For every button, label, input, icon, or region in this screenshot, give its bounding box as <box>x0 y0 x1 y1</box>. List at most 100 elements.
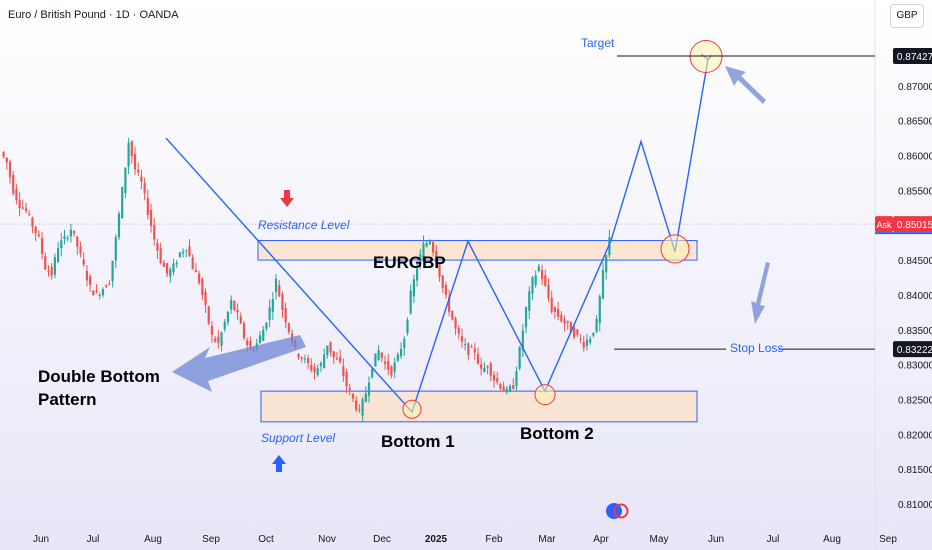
candle-body <box>524 307 528 328</box>
x-tick-label: Oct <box>258 534 274 545</box>
candle-body <box>69 229 73 237</box>
candle-body <box>534 275 537 285</box>
candle-body <box>422 243 425 261</box>
candle-body <box>79 246 82 254</box>
candle-body <box>393 362 396 372</box>
candle-body <box>579 338 582 340</box>
y-tick-label: 0.81500 <box>898 465 932 476</box>
candle-body <box>223 321 226 330</box>
x-tick-label: May <box>650 534 669 545</box>
bottom-2-label: Bottom 2 <box>520 424 594 443</box>
candle-body <box>512 385 515 390</box>
current-price-tag: 0.85015 <box>897 220 932 231</box>
candle-body <box>137 169 140 173</box>
x-tick-label: Nov <box>318 534 336 545</box>
double-bottom-zigzag <box>165 59 709 414</box>
candle-body <box>435 250 438 264</box>
candle-body <box>47 270 50 272</box>
candle-body <box>585 339 589 346</box>
candle-body <box>598 296 601 324</box>
candle-body <box>367 382 371 396</box>
candle-body <box>111 260 114 282</box>
candle-body <box>92 290 95 296</box>
candle-body <box>297 354 300 358</box>
candle-body <box>332 351 335 358</box>
candle-body <box>496 378 499 382</box>
candle-body <box>569 322 573 333</box>
candle-body <box>162 262 165 267</box>
candle-body <box>518 347 521 369</box>
candle-body <box>342 366 345 377</box>
candle-body <box>441 275 444 288</box>
y-tick-label: 0.82000 <box>898 430 932 441</box>
bottom-1-label: Bottom 1 <box>381 432 455 451</box>
candle-body <box>358 409 361 411</box>
candle-body <box>159 248 162 263</box>
symbol-title[interactable]: Euro / British Pound · 1D · OANDA <box>8 9 179 21</box>
candle-body <box>66 237 69 239</box>
candle-body <box>345 372 348 387</box>
candle-body <box>502 386 505 391</box>
candle-body <box>146 197 149 215</box>
y-tick-label: 0.83500 <box>898 326 932 337</box>
candle-body <box>239 316 242 324</box>
candle-body <box>73 230 76 234</box>
eurgbp-label: EURGBP <box>373 253 446 272</box>
candle-body <box>246 340 249 345</box>
candle-body <box>95 291 98 293</box>
candle-body <box>406 320 409 333</box>
candle-body <box>595 318 598 332</box>
candle-body <box>230 299 233 310</box>
candle-body <box>89 276 92 285</box>
candle-body <box>307 357 310 364</box>
candle-body <box>127 142 130 167</box>
candle-body <box>537 266 540 271</box>
candle-body <box>547 284 550 299</box>
candle-body <box>310 364 313 371</box>
candle-body <box>351 393 355 399</box>
candle-body <box>108 283 111 285</box>
candle-body <box>515 371 518 387</box>
bottom1-circle <box>402 399 422 419</box>
candle-body <box>21 207 24 209</box>
candle-body <box>210 325 214 335</box>
candle-body <box>563 319 566 324</box>
candle-body <box>390 366 393 376</box>
candle-body <box>483 367 486 372</box>
candle-body <box>18 200 21 209</box>
candle-body <box>130 141 133 157</box>
candle-body <box>319 363 323 366</box>
target-label: Target <box>581 36 615 50</box>
candle-body <box>355 400 358 410</box>
candle-body <box>313 367 316 373</box>
candle-body <box>12 175 15 194</box>
candle-body <box>191 257 194 270</box>
candle-body <box>24 208 28 211</box>
candle-body <box>415 268 419 281</box>
candle-body <box>31 217 34 227</box>
candle-body <box>560 314 563 322</box>
candle-body <box>601 270 605 299</box>
candle-body <box>233 300 236 310</box>
candle-body <box>85 271 89 281</box>
candle-body <box>101 289 105 296</box>
candle-body <box>169 269 172 277</box>
target-pointer-arrow <box>725 66 766 104</box>
candle-body <box>339 357 342 363</box>
stop-loss-pointer-arrow <box>751 262 770 324</box>
candle-body <box>387 360 390 370</box>
candle-body <box>329 341 332 353</box>
currency-selector[interactable]: GBP <box>890 4 924 28</box>
candle-body <box>444 285 448 295</box>
candle-body <box>508 385 512 392</box>
candle-body <box>467 343 470 355</box>
y-tick-label: 0.87000 <box>898 82 932 93</box>
candle-body <box>589 338 592 343</box>
candle-body <box>268 307 271 320</box>
candle-body <box>181 251 185 254</box>
candle-body <box>323 354 326 368</box>
tradingview-logo-icon[interactable] <box>605 500 629 522</box>
candle-body <box>204 291 207 306</box>
